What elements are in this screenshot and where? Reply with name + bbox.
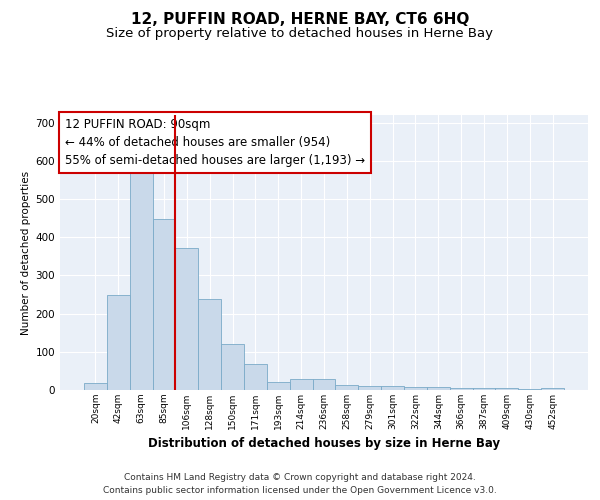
Bar [244, 364, 267, 390]
Bar [473, 388, 496, 390]
Y-axis label: Number of detached properties: Number of detached properties [22, 170, 31, 334]
Bar [358, 386, 381, 390]
Bar [198, 299, 221, 390]
Bar [381, 386, 404, 390]
Text: 12 PUFFIN ROAD: 90sqm
← 44% of detached houses are smaller (954)
55% of semi-det: 12 PUFFIN ROAD: 90sqm ← 44% of detached … [65, 118, 365, 167]
Bar [518, 389, 541, 390]
Bar [450, 388, 473, 390]
X-axis label: Distribution of detached houses by size in Herne Bay: Distribution of detached houses by size … [148, 438, 500, 450]
Bar [290, 380, 313, 390]
Bar [130, 166, 152, 390]
Bar [541, 388, 564, 390]
Bar [335, 386, 358, 390]
Text: 12, PUFFIN ROAD, HERNE BAY, CT6 6HQ: 12, PUFFIN ROAD, HERNE BAY, CT6 6HQ [131, 12, 469, 28]
Bar [152, 219, 175, 390]
Bar [267, 382, 290, 390]
Bar [175, 248, 198, 390]
Text: Contains HM Land Registry data © Crown copyright and database right 2024.
Contai: Contains HM Land Registry data © Crown c… [103, 474, 497, 495]
Bar [107, 294, 130, 390]
Text: Size of property relative to detached houses in Herne Bay: Size of property relative to detached ho… [107, 28, 493, 40]
Bar [496, 388, 518, 390]
Bar [427, 387, 450, 390]
Bar [313, 378, 335, 390]
Bar [221, 344, 244, 390]
Bar [404, 387, 427, 390]
Bar [84, 383, 107, 390]
